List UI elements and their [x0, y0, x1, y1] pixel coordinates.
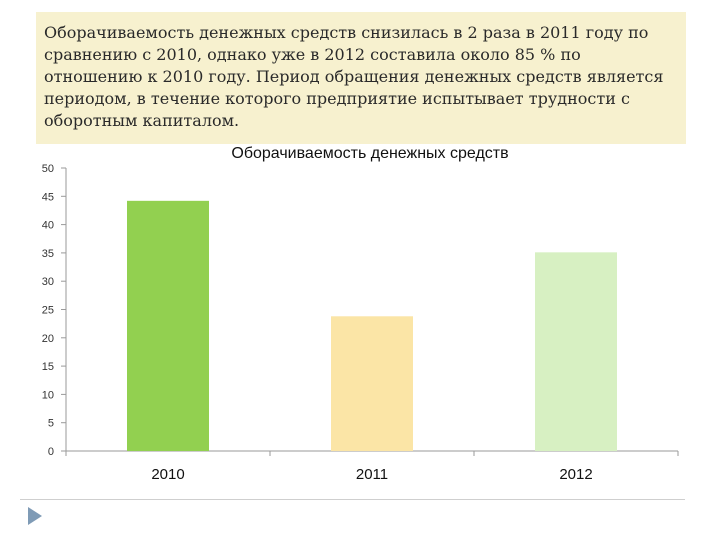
x-tick-labels: 2010 2011 2012	[151, 466, 592, 483]
y-tick-label: 40	[42, 220, 54, 232]
y-tick-label: 45	[42, 191, 54, 203]
y-tick-label: 10	[42, 389, 54, 401]
y-tick-label: 20	[42, 333, 54, 345]
description-text: Оборачиваемость денежных средств снизила…	[44, 23, 664, 130]
x-tick-label-2011: 2011	[356, 466, 388, 483]
footer-divider	[20, 499, 685, 500]
x-tick-label-2010: 2010	[151, 466, 184, 483]
y-tick-labels: 0 5 10 15 20 25 30 35 40 45 50	[42, 163, 54, 458]
bar-2010	[127, 200, 209, 451]
y-tick-label: 15	[42, 361, 54, 373]
y-tick-label: 5	[48, 418, 54, 430]
y-tick-label: 30	[42, 276, 54, 288]
bars	[127, 200, 617, 451]
bar-2011	[331, 316, 413, 451]
bullet-arrow-icon	[28, 507, 42, 525]
bar-2012	[535, 252, 617, 451]
y-tick-label: 50	[42, 163, 54, 175]
y-tick-label: 0	[48, 446, 54, 458]
chart-title: Оборачиваемость денежных средств	[231, 145, 509, 162]
y-tick-label: 35	[42, 248, 54, 260]
description-box: Оборачиваемость денежных средств снизила…	[36, 12, 686, 144]
y-tick-label: 25	[42, 305, 54, 317]
x-tick-label-2012: 2012	[559, 466, 592, 483]
